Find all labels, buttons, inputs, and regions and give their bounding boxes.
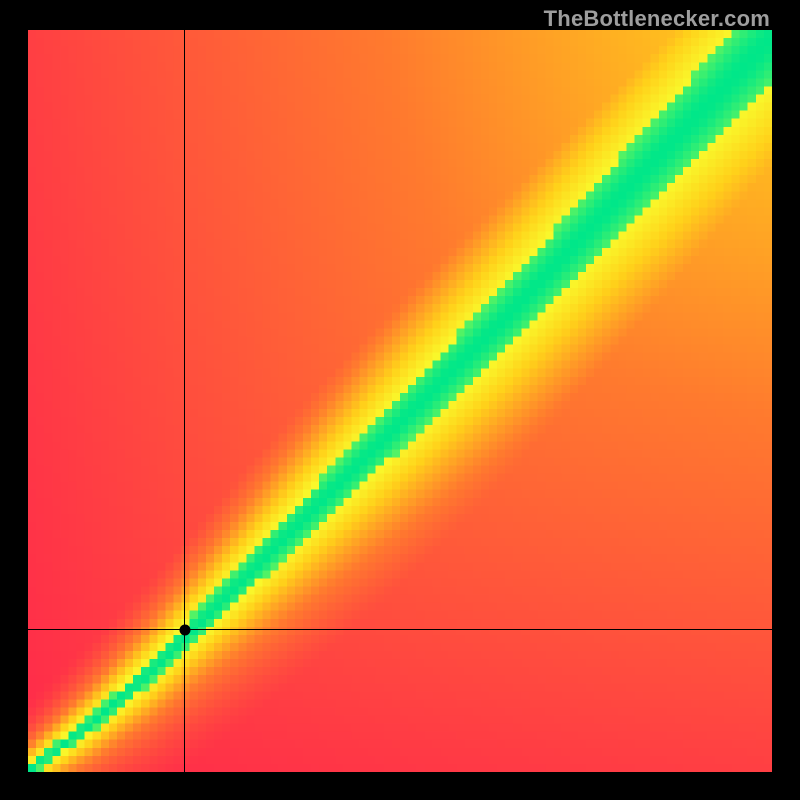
crosshair-marker <box>179 624 190 635</box>
heatmap-canvas <box>28 30 772 772</box>
watermark-text: TheBottlenecker.com <box>544 6 770 32</box>
crosshair-horizontal <box>28 629 772 630</box>
root-container: TheBottlenecker.com <box>0 0 800 800</box>
heatmap-plot <box>28 30 772 772</box>
crosshair-vertical <box>184 30 185 772</box>
